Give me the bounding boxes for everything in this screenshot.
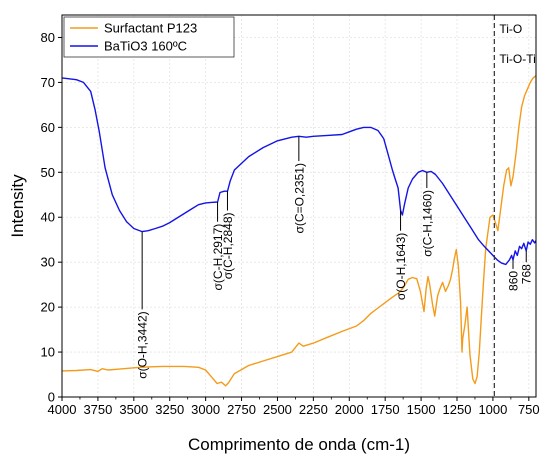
series-line-batio3 <box>61 77 537 266</box>
annotation-label: σ(C-H,1460) <box>420 190 434 257</box>
series-line-p123 <box>61 75 537 387</box>
annotation-label: σ(C-H,2848) <box>221 212 235 279</box>
y-axis-title: Intensity <box>8 174 27 238</box>
y-tick-label: 50 <box>41 165 55 180</box>
annotation-label: 768 <box>520 264 534 284</box>
x-tick-label: 3250 <box>155 402 184 417</box>
series-layer <box>61 75 537 387</box>
y-tick-label: 40 <box>41 210 55 225</box>
x-tick-label: 3750 <box>83 402 112 417</box>
annotation-label: σ(C-H,2917) <box>211 224 225 291</box>
annotation-label: 860 <box>507 271 521 291</box>
y-tick-label: 0 <box>48 390 55 405</box>
y-tick-label: 80 <box>41 30 55 45</box>
x-axis: 4000 3750 3500 3250 3000 2750 2500 2250 2000 1750… <box>48 397 540 417</box>
x-tick-label: 3000 <box>191 402 220 417</box>
legend-box <box>63 16 235 58</box>
y-tick-label: 30 <box>41 255 55 270</box>
plot-frame <box>61 14 537 398</box>
reference-line-group: Ti-O Ti-O-Ti <box>493 15 536 397</box>
annotation-label: σ(O-H,1643) <box>394 233 408 300</box>
x-tick-label: 2500 <box>263 402 292 417</box>
x-tick-label: 2750 <box>227 402 256 417</box>
legend-label-batio3: BaTiO3 160ºC <box>104 39 187 54</box>
x-tick-label: 1750 <box>371 402 400 417</box>
x-tick-label: 1000 <box>478 402 507 417</box>
legend: Surfactant P123 BaTiO3 160ºC <box>63 16 235 58</box>
x-tick-label: 2000 <box>335 402 364 417</box>
y-tick-label: 70 <box>41 75 55 90</box>
y-tick-label: 20 <box>41 300 55 315</box>
x-tick-label: 3500 <box>119 402 148 417</box>
x-axis-title: Comprimento de onda (cm-1) <box>188 435 410 454</box>
annotation-layer: σ(O-H,3442) σ(C-H,2917)σ(C-H,2848) σ(C=O,2… <box>136 136 534 379</box>
annotation-label: σ(C=O,2351) <box>292 163 306 233</box>
x-tick-label: 4000 <box>48 402 77 417</box>
legend-label-p123: Surfactant P123 <box>104 21 197 36</box>
reference-label-ti-o-ti: Ti-O-Ti <box>499 52 535 66</box>
x-tick-label: 1500 <box>407 402 436 417</box>
y-axis: 0 10 20 30 40 50 60 70 80 <box>41 30 62 405</box>
x-tick-label: 750 <box>518 402 540 417</box>
reference-label-ti-o: Ti-O <box>499 22 522 36</box>
y-tick-label: 60 <box>41 120 55 135</box>
annotation-label: σ(O-H,3442) <box>136 311 150 378</box>
y-tick-label: 10 <box>41 345 55 360</box>
x-tick-label: 1250 <box>443 402 472 417</box>
x-tick-label: 2250 <box>299 402 328 417</box>
